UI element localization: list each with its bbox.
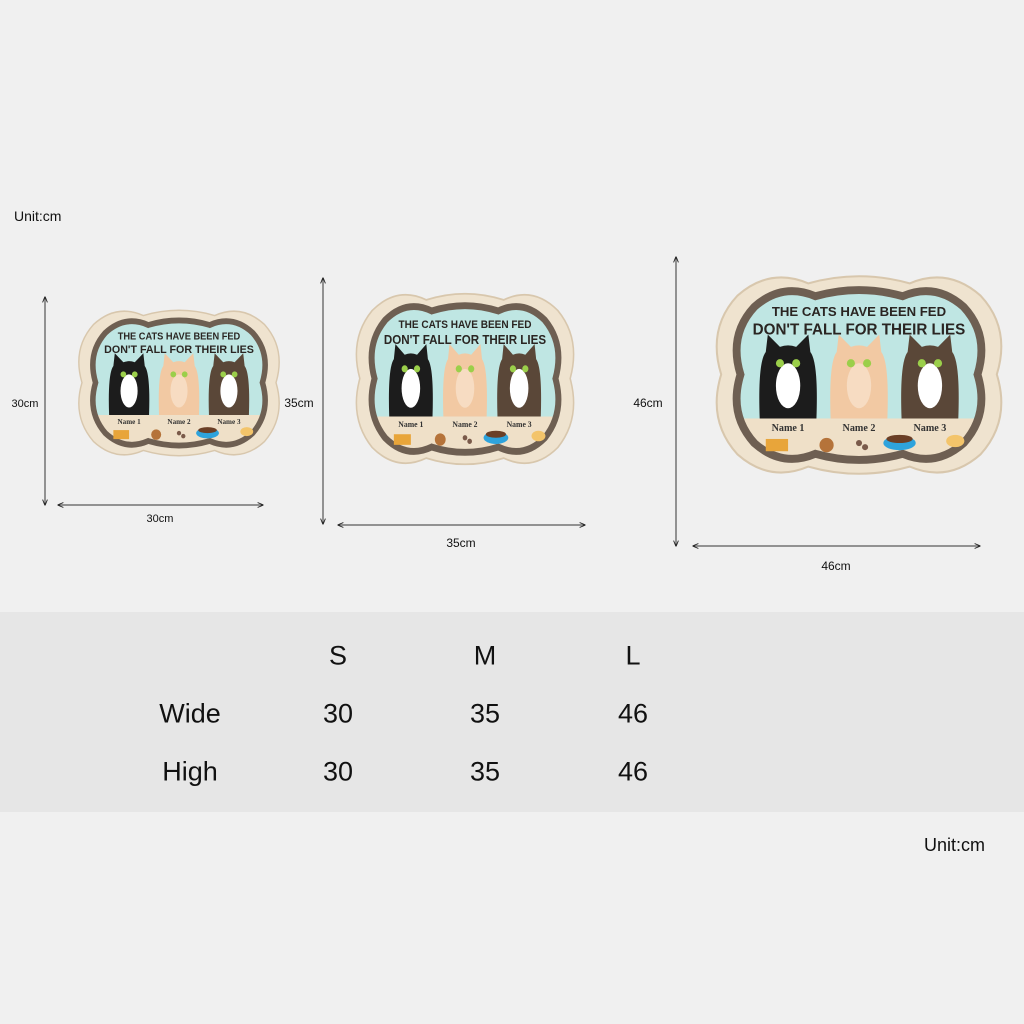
cat-name-label: Name 2 bbox=[452, 420, 477, 430]
cracker bbox=[946, 434, 965, 448]
small-height-label: 30cm bbox=[11, 398, 39, 410]
header-m: M bbox=[473, 640, 497, 671]
cat-name-label: Name 2 bbox=[167, 417, 190, 426]
sign-title-line2: DON'T FALL FOR THEIR LIES bbox=[384, 332, 546, 347]
high-l: 46 bbox=[617, 756, 649, 787]
cat-name-label: Name 3 bbox=[217, 417, 240, 426]
sign-title-line1: THE CATS HAVE BEEN FED bbox=[399, 319, 532, 332]
high-m: 35 bbox=[469, 756, 501, 787]
cookie bbox=[819, 437, 834, 453]
cat-2: Name 2 bbox=[443, 344, 487, 429]
sign-title-line2: DON'T FALL FOR THEIR LIES bbox=[753, 322, 966, 339]
cracker bbox=[531, 430, 546, 442]
wide-l: 46 bbox=[617, 698, 649, 729]
cat-1: Name 1 bbox=[388, 344, 433, 430]
wide-s: 30 bbox=[322, 698, 354, 729]
cat-name-label: Name 1 bbox=[772, 423, 805, 434]
medium-height-label: 35cm bbox=[284, 396, 314, 410]
medium-width-label: 35cm bbox=[446, 536, 476, 550]
unit-label-top: Unit:cm bbox=[14, 208, 62, 224]
row-label-high: High bbox=[162, 756, 218, 787]
small-width-label: 30cm bbox=[146, 513, 174, 525]
cat-3: Name 3 bbox=[497, 344, 542, 430]
high-s: 30 bbox=[322, 756, 354, 787]
sign-medium: THE CATS HAVE BEEN FED DON'T FALL FOR TH… bbox=[349, 284, 581, 474]
large-height-label: 46cm bbox=[633, 396, 663, 410]
cookie bbox=[151, 429, 162, 440]
waffle bbox=[765, 438, 789, 452]
sign-title-line1: THE CATS HAVE BEEN FED bbox=[772, 304, 946, 319]
cat-3: Name 3 bbox=[901, 334, 959, 434]
cat-name-label: Name 3 bbox=[913, 423, 946, 434]
sign-title-line2: DON'T FALL FOR THEIR LIES bbox=[104, 344, 254, 356]
cat-name-label: Name 3 bbox=[507, 420, 532, 430]
waffle bbox=[393, 434, 411, 445]
row-label-wide: Wide bbox=[159, 698, 221, 729]
sign-large: THE CATS HAVE BEEN FED DON'T FALL FOR TH… bbox=[707, 265, 1011, 485]
waffle bbox=[113, 430, 130, 440]
cat-name-label: Name 1 bbox=[398, 420, 423, 430]
cat-3: Name 3 bbox=[208, 353, 250, 426]
cat-2: Name 2 bbox=[158, 353, 200, 426]
size-table bbox=[0, 612, 1024, 812]
sign-small: THE CATS HAVE BEEN FED DON'T FALL FOR TH… bbox=[72, 302, 286, 464]
cracker bbox=[240, 427, 254, 437]
cat-1: Name 1 bbox=[108, 353, 150, 426]
wide-m: 35 bbox=[469, 698, 501, 729]
cat-name-label: Name 2 bbox=[843, 423, 876, 434]
header-l: L bbox=[625, 640, 641, 671]
cookie bbox=[434, 433, 446, 446]
cat-name-label: Name 1 bbox=[117, 417, 140, 426]
large-width-label: 46cm bbox=[821, 559, 851, 573]
unit-label-bottom: Unit:cm bbox=[924, 835, 986, 855]
sign-title-line1: THE CATS HAVE BEEN FED bbox=[118, 331, 241, 342]
cat-2: Name 2 bbox=[830, 334, 888, 434]
header-s: S bbox=[328, 640, 348, 671]
cat-1: Name 1 bbox=[759, 334, 817, 434]
dimension-lines bbox=[0, 0, 1024, 612]
